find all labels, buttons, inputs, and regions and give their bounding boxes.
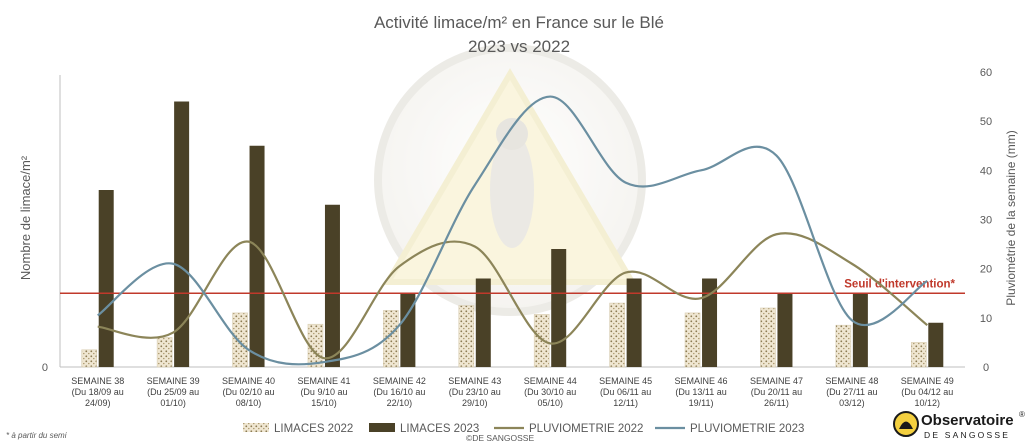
x-axis-category-label: 10/12)	[915, 398, 941, 408]
legend-swatch-limaces-2023	[369, 423, 395, 432]
y-axis-right-title: Pluviométrie de la semaine (mm)	[1004, 130, 1018, 305]
bar-limaces-2023	[852, 293, 868, 367]
bar-limaces-2022	[760, 307, 776, 368]
y-axis-right-tick-label: 0	[983, 362, 989, 374]
logo-sub-text: DE SANGOSSE	[924, 430, 1010, 440]
bar-limaces-2022	[156, 337, 173, 368]
copyright: ©DE SANGOSSE	[466, 433, 534, 442]
x-axis-category-label: SEMAINE 47	[750, 376, 803, 386]
x-axis-category-label: 19/11)	[689, 398, 714, 408]
y-axis-right-tick-label: 40	[980, 165, 992, 177]
bar-limaces-2023	[174, 101, 190, 367]
bar-limaces-2022	[910, 342, 927, 368]
x-axis-category-label: SEMAINE 39	[147, 376, 200, 386]
bar-limaces-2022	[383, 310, 399, 368]
x-axis-category-label: (Du 25/09 au	[147, 387, 199, 397]
line-pluviometrie-2022	[97, 232, 928, 360]
legend: LIMACES 2022 LIMACES 2023 PLUVIOMETRIE 2…	[243, 423, 804, 435]
y-axis-left-ticks: 0	[42, 362, 48, 374]
y-axis-right-tick-label: 30	[980, 215, 992, 227]
x-axis-category-label: (Du 06/11 au	[600, 387, 651, 397]
y-axis-right-ticks: 0 10 20 30 40 50 60	[980, 67, 992, 374]
y-axis-right-tick-label: 50	[980, 116, 992, 128]
bar-limaces-2023	[702, 278, 718, 367]
legend-label-pluviometrie-2023: PLUVIOMETRIE 2023	[690, 423, 804, 435]
bar-limaces-2023	[324, 204, 340, 367]
x-axis-category-label: 01/10)	[160, 398, 186, 408]
x-axis-category-label: SEMAINE 48	[825, 376, 878, 386]
series-limaces-2022	[81, 302, 927, 368]
x-axis-category-label: (Du 04/12 au	[901, 387, 953, 397]
x-axis-category-label: SEMAINE 40	[222, 376, 275, 386]
x-axis-category-label: 22/10)	[387, 398, 413, 408]
bar-limaces-2022	[609, 302, 625, 368]
y-axis-right-tick-label: 10	[980, 313, 992, 325]
x-axis-category-label: 24/09)	[85, 398, 111, 408]
x-axis-category-label: 12/11)	[613, 398, 638, 408]
x-axis-category-label: 05/10)	[537, 398, 563, 408]
y-axis-left-title: Nombre de limace/m²	[18, 155, 33, 280]
x-axis-category-label: (Du 18/09 au	[72, 387, 124, 397]
x-axis-category-label: 15/10)	[311, 398, 337, 408]
x-axis-category-label: (Du 02/10 au	[223, 387, 275, 397]
legend-swatch-limaces-2022	[243, 423, 269, 432]
x-axis-category-label: SEMAINE 42	[373, 376, 426, 386]
x-axis-category-label: SEMAINE 43	[448, 376, 501, 386]
x-axis-category-label: SEMAINE 46	[675, 376, 728, 386]
logo-brand-mark: ®	[1019, 410, 1025, 419]
threshold-label: Seuil d'intervention*	[844, 278, 955, 290]
bar-limaces-2022	[835, 324, 852, 368]
x-axis-category-label: (Du 16/10 au	[373, 387, 425, 397]
x-axis-category-label: 26/11)	[764, 398, 789, 408]
chart-title-line1: Activité limace/m² en France sur le Blé	[374, 13, 664, 32]
chart-title-line2: 2023 vs 2022	[468, 37, 570, 56]
x-axis-category-label: SEMAINE 49	[901, 376, 954, 386]
x-axis-category-label: SEMAINE 44	[524, 376, 577, 386]
y-axis-right-tick-label: 60	[980, 67, 992, 79]
x-axis-category-label: SEMAINE 38	[71, 376, 124, 386]
bar-limaces-2023	[928, 322, 944, 367]
x-axis-category-label: (Du 27/11 au	[826, 387, 877, 397]
x-axis-category-label: (Du 20/11 au	[751, 387, 802, 397]
watermark-slug-sign	[374, 44, 646, 316]
bar-limaces-2023	[98, 190, 114, 367]
bar-limaces-2023	[551, 249, 567, 367]
legend-label-limaces-2022: LIMACES 2022	[274, 423, 353, 435]
x-axis-category-label: SEMAINE 41	[297, 376, 350, 386]
bar-limaces-2023	[249, 145, 265, 367]
x-axis-category-label: (Du 30/10 au	[524, 387, 576, 397]
y-axis-right-tick-label: 20	[980, 264, 992, 276]
legend-label-pluviometrie-2022: PLUVIOMETRIE 2022	[529, 423, 643, 435]
bar-limaces-2022	[458, 305, 475, 368]
x-axis-category-label: (Du 23/10 au	[449, 387, 501, 397]
bar-limaces-2022	[684, 312, 701, 368]
observatoire-logo: Observatoire ® DE SANGOSSE	[893, 410, 1025, 440]
x-axis-category-label: 08/10)	[236, 398, 262, 408]
legend-label-limaces-2023: LIMACES 2023	[400, 423, 479, 435]
x-axis-category-label: (Du 9/10 au	[300, 387, 347, 397]
y-axis-left-tick-label: 0	[42, 362, 48, 374]
series-limaces-2023	[98, 101, 944, 367]
bar-limaces-2023	[626, 278, 642, 367]
x-axis-category-label: (Du 13/11 au	[675, 387, 726, 397]
bar-limaces-2023	[777, 293, 793, 367]
bar-limaces-2022	[81, 349, 98, 368]
logo-slug-icon	[899, 421, 913, 429]
bar-limaces-2023	[475, 278, 491, 367]
x-axis-category-label: SEMAINE 45	[599, 376, 652, 386]
footnote: * à partir du semi	[6, 431, 67, 440]
rainfall-lines	[97, 95, 928, 366]
bar-limaces-2022	[232, 312, 248, 368]
bar-limaces-2023	[400, 293, 416, 367]
logo-brand-text: Observatoire	[921, 412, 1014, 429]
bar-limaces-2022	[533, 314, 550, 368]
x-axis-category-label: 03/12)	[839, 398, 865, 408]
x-axis-category-label: 29/10)	[462, 398, 488, 408]
line-pluviometrie-2023	[97, 95, 928, 366]
